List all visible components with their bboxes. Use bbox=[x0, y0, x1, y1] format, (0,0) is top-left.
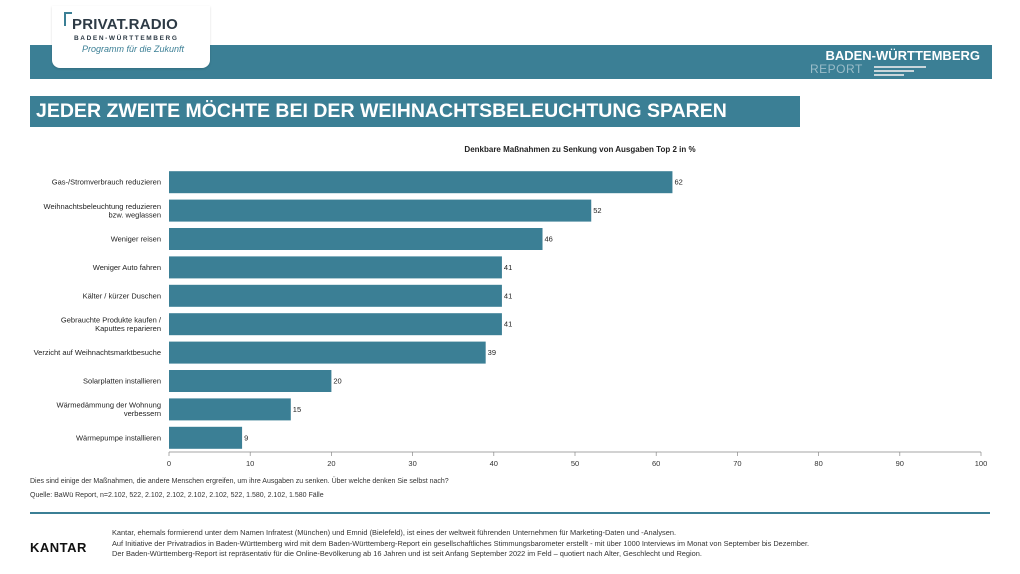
bar-value-label-8: 15 bbox=[293, 405, 301, 414]
x-tick-label-0: 0 bbox=[167, 459, 171, 468]
bar-value-label-9: 9 bbox=[244, 433, 248, 442]
report-title-line2: REPORT bbox=[810, 62, 863, 76]
category-label-7: Solarplatten installieren bbox=[83, 377, 161, 386]
bar-value-label-7: 20 bbox=[333, 377, 341, 386]
bar-value-label-5: 41 bbox=[504, 320, 512, 329]
x-tick-label-7: 70 bbox=[733, 459, 741, 468]
x-tick-label-2: 20 bbox=[327, 459, 335, 468]
logo-main-text: PRIVAT.RADIO bbox=[72, 16, 179, 33]
bar-value-label-2: 46 bbox=[545, 235, 553, 244]
category-label-2: Weniger reisen bbox=[111, 235, 161, 244]
bar-value-label-3: 41 bbox=[504, 263, 512, 272]
category-label-9: Wärmepumpe installieren bbox=[76, 433, 161, 442]
x-tick-label-6: 60 bbox=[652, 459, 660, 468]
footer-line-2: Auf Initiative der Privatradios in Baden… bbox=[112, 539, 810, 548]
x-tick-label-3: 30 bbox=[408, 459, 416, 468]
category-label-6: Verzicht auf Weihnachtsmarktbesuche bbox=[34, 348, 161, 357]
footer-divider bbox=[30, 512, 990, 514]
footer-line-1: Kantar, ehemals formierend unter dem Nam… bbox=[112, 528, 677, 537]
x-tick-label-10: 100 bbox=[975, 459, 988, 468]
logo-bracket-icon bbox=[64, 12, 72, 26]
category-label-8: Wärmedämmung der Wohnung verbessern bbox=[57, 401, 162, 419]
bar-value-label-1: 52 bbox=[593, 206, 601, 215]
bar-0 bbox=[169, 171, 673, 194]
page-headline: JEDER ZWEITE MÖCHTE BEI DER WEIHNACHTSBE… bbox=[30, 96, 800, 127]
category-label-4: Kälter / kürzer Duschen bbox=[83, 291, 161, 300]
question-note: Dies sind einige der Maßnahmen, die ande… bbox=[30, 478, 449, 485]
logo-tagline: Programm für die Zukunft bbox=[82, 44, 185, 54]
category-label-0: Gas-/Stromverbrauch reduzieren bbox=[52, 178, 161, 187]
bar-6 bbox=[169, 341, 486, 364]
bar-5 bbox=[169, 313, 502, 336]
bar-1 bbox=[169, 199, 592, 222]
bar-2 bbox=[169, 228, 543, 250]
kantar-logo: KANTAR bbox=[30, 540, 87, 555]
bar-value-label-4: 41 bbox=[504, 291, 512, 300]
x-tick-label-5: 50 bbox=[571, 459, 579, 468]
x-tick-label-4: 40 bbox=[490, 459, 498, 468]
bar-value-label-6: 39 bbox=[488, 348, 496, 357]
source-note: Quelle: BaWü Report, n=2.102, 522, 2.102… bbox=[30, 492, 324, 499]
report-title-line1: BADEN-WÜRTTEMBERG bbox=[825, 48, 980, 63]
bar-8 bbox=[169, 398, 291, 421]
bar-3 bbox=[169, 256, 502, 279]
x-tick-label-1: 10 bbox=[246, 459, 254, 468]
footer-line-3: Der Baden-Württemberg-Report ist repräse… bbox=[112, 549, 702, 558]
logo-sub-text: BADEN-WÜRTTEMBERG bbox=[74, 35, 179, 42]
bar-4 bbox=[169, 284, 502, 307]
bar-7 bbox=[169, 370, 332, 392]
category-label-5: Gebrauchte Produkte kaufen / Kaputtes rep… bbox=[61, 315, 162, 333]
report-stripes-icon bbox=[874, 66, 926, 78]
category-label-3: Weniger Auto fahren bbox=[93, 263, 161, 272]
x-tick-label-8: 80 bbox=[814, 459, 822, 468]
x-tick-label-9: 90 bbox=[896, 459, 904, 468]
bar-9 bbox=[169, 426, 243, 449]
chart-title: Denkbare Maßnahmen zu Senkung von Ausgab… bbox=[464, 145, 696, 154]
privatradio-logo: PRIVAT.RADIO BADEN-WÜRTTEMBERG Programm … bbox=[52, 6, 210, 68]
category-label-1: Weihnachtsbeleuchtung reduzieren bzw. weg… bbox=[44, 202, 161, 220]
bar-value-label-0: 62 bbox=[674, 178, 682, 187]
